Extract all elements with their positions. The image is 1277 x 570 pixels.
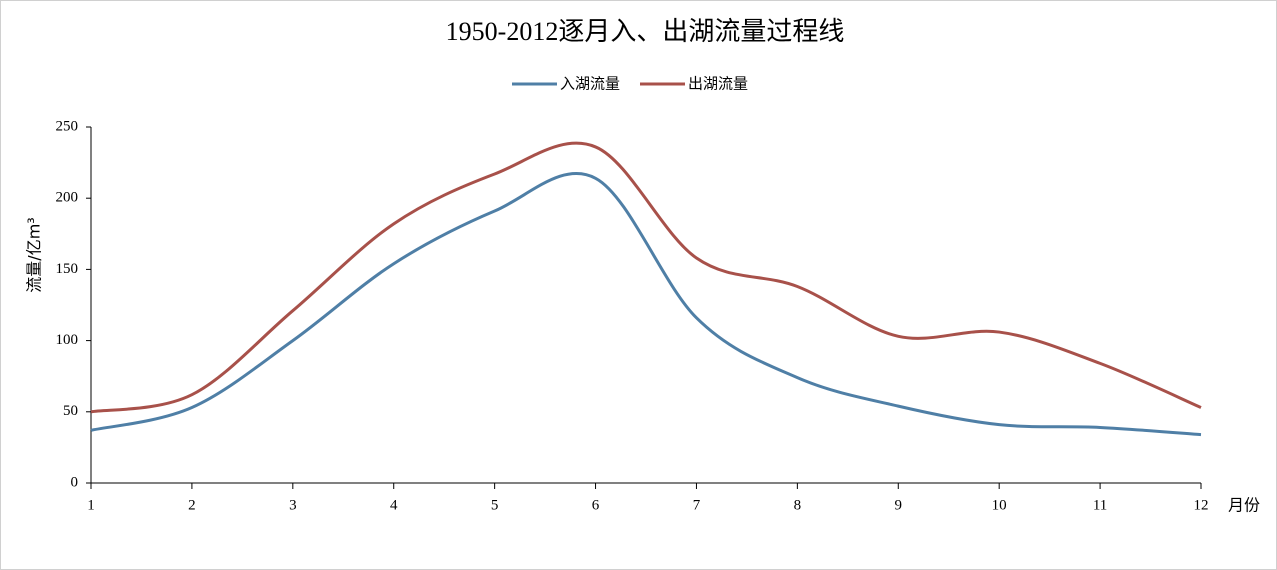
x-tick-label: 11 [1093, 497, 1107, 513]
x-tick-label: 9 [895, 497, 903, 513]
x-tick-label: 8 [794, 497, 802, 513]
y-tick-label: 200 [56, 190, 79, 206]
x-tick-label: 6 [592, 497, 600, 513]
legend-label: 入湖流量 [560, 75, 620, 93]
y-tick-label: 250 [56, 118, 79, 134]
x-tick-label: 10 [992, 497, 1007, 513]
y-axis-label: 流量/亿m³ [25, 217, 44, 292]
y-tick-label: 50 [63, 403, 78, 419]
x-tick-label: 5 [491, 497, 499, 513]
x-tick-label: 7 [693, 497, 701, 513]
legend-label: 出湖流量 [688, 75, 748, 93]
x-tick-label: 3 [289, 497, 297, 513]
y-tick-label: 150 [56, 261, 79, 277]
series-line [90, 172, 1202, 437]
series-line [90, 141, 1202, 414]
chart-title: 1950-2012逐月入、出湖流量过程线 [446, 17, 845, 46]
x-tick-label: 4 [390, 497, 398, 513]
x-axis-label: 月份 [1228, 496, 1260, 515]
x-tick-label: 2 [188, 497, 196, 513]
x-tick-label: 1 [87, 497, 95, 513]
y-tick-label: 100 [56, 332, 79, 348]
y-tick-label: 0 [71, 474, 79, 490]
x-tick-label: 12 [1194, 497, 1209, 513]
